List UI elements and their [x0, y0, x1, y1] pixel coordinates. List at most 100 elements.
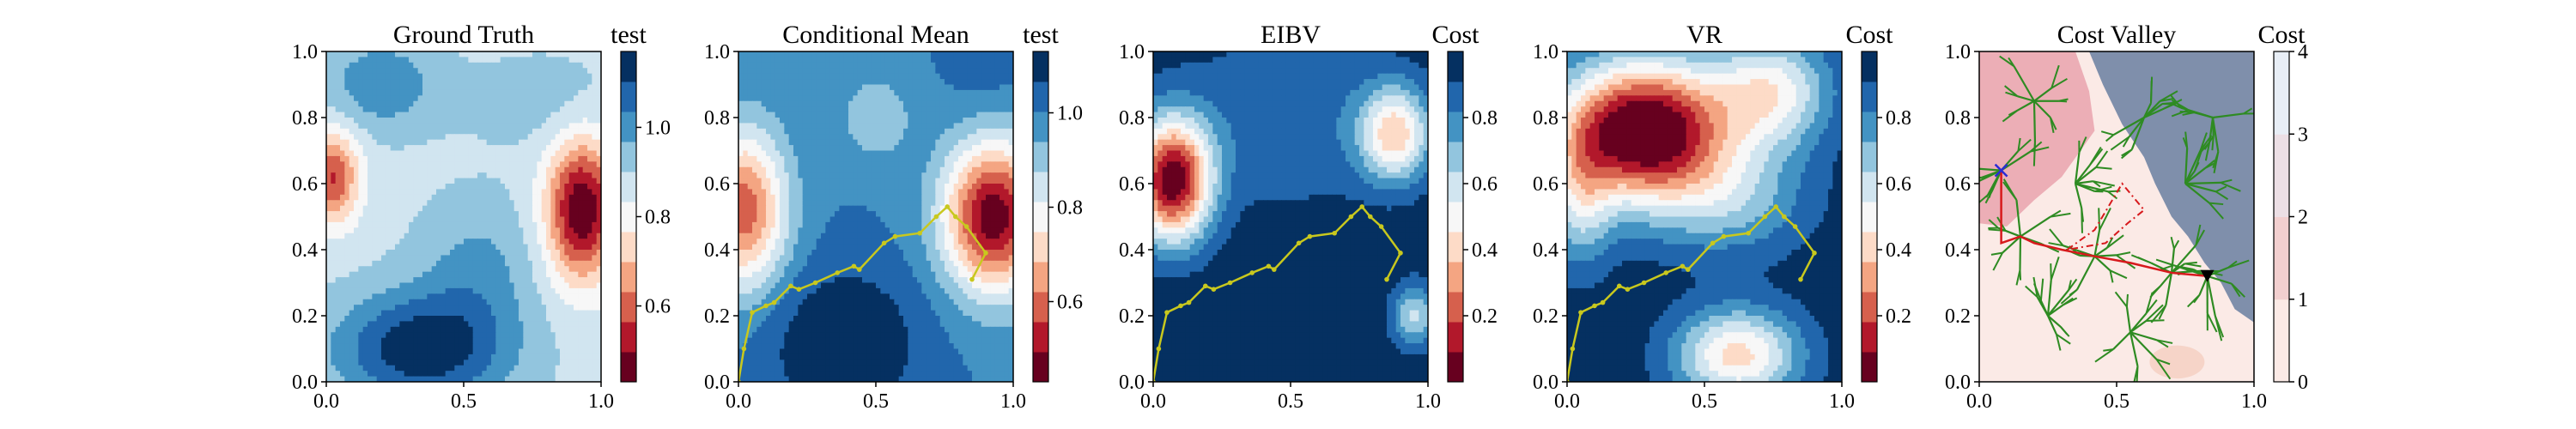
x-tick-label: 0.5: [451, 390, 477, 413]
colorbar-segment: [1033, 172, 1048, 202]
path-point: [1570, 346, 1576, 352]
colorbar-segment: [2274, 51, 2289, 135]
path-point: [1710, 240, 1716, 246]
colorbar-segment: [621, 82, 636, 112]
colorbar-segment: [621, 292, 636, 323]
path-point: [933, 214, 939, 220]
path-point: [881, 240, 887, 246]
path-point: [1578, 310, 1583, 315]
path-point: [983, 251, 988, 256]
x-tick-label: 1.0: [588, 390, 614, 413]
path-point: [1378, 224, 1384, 229]
y-tick-label: 1.0: [704, 41, 730, 63]
colorbar-segment: [1862, 112, 1877, 142]
colorbar-tick-label: 0.6: [1472, 173, 1498, 196]
path-point: [763, 303, 769, 309]
colorbar-tick-label: 0.2: [1472, 305, 1498, 328]
y-tick-label: 1.0: [1533, 41, 1558, 63]
colorbar-segment: [621, 232, 636, 263]
y-tick-label: 0.2: [1945, 305, 1971, 328]
path-point: [1227, 280, 1233, 286]
colorbar-segment: [1448, 142, 1463, 172]
colorbar-tick-label: 0: [2298, 372, 2308, 394]
y-tick-label: 0.4: [1119, 239, 1145, 262]
colorbar-segment: [1862, 202, 1877, 233]
plot-area: [1979, 51, 2254, 382]
panel-2: Conditional Mean 0.0 0.5 1.0 0.0 0.2 0.4 0.6 0.8…: [704, 21, 1083, 413]
x-tick-label: 0.5: [2104, 390, 2129, 413]
path-point: [1249, 270, 1255, 275]
path-point: [1178, 303, 1183, 309]
panel-5: Cost Valley 0.0 0.5 1.0 0.0 0.2 0.4 0.6 0.8 1.0 0 1…: [1945, 21, 2308, 413]
x-tick-label: 1.0: [1415, 390, 1441, 413]
planned-route: [2000, 170, 2208, 278]
path-point: [1368, 214, 1373, 220]
path-point: [1266, 263, 1272, 269]
colorbar-segment: [1448, 322, 1463, 353]
colorbar-segment: [1448, 292, 1463, 323]
panel-title: VR: [1686, 21, 1722, 49]
path-point: [1641, 280, 1647, 286]
x-tick-label: 0.5: [1278, 390, 1303, 413]
high-cost-region: [1979, 51, 2095, 227]
y-tick-label: 0.2: [1533, 305, 1558, 328]
colorbar-segment: [621, 322, 636, 353]
y-tick-label: 0.4: [1945, 239, 1971, 262]
path-point: [892, 233, 898, 239]
y-tick-label: 0.2: [1119, 305, 1145, 328]
y-tick-label: 0.8: [292, 107, 318, 130]
path-point: [963, 224, 969, 229]
colorbar-segment: [2274, 299, 2289, 383]
colorbar-segment: [1448, 202, 1463, 233]
colorbar: 0.6 0.8 1.0 test: [1023, 21, 1083, 383]
path-point: [1782, 214, 1787, 220]
plot-area: [326, 51, 601, 382]
colorbar-tick-label: 0.6: [1057, 292, 1083, 314]
path-point: [788, 283, 793, 289]
x-tick-label: 0.0: [726, 390, 751, 413]
x-tick-label: 0.0: [1140, 390, 1166, 413]
colorbar-segment: [1033, 142, 1048, 172]
colorbar-segment: [1033, 51, 1048, 82]
colorbar-segment: [1862, 232, 1877, 263]
path-point: [1332, 230, 1337, 236]
colorbar-label: test: [1023, 21, 1059, 49]
colorbar-tick-label: 0.8: [1886, 107, 1911, 130]
colorbar-segment: [1862, 262, 1877, 293]
path-point: [1348, 214, 1354, 220]
y-tick-label: 0.6: [1533, 173, 1558, 196]
path-point: [1617, 283, 1622, 289]
colorbar-tick-label: 4: [2298, 41, 2308, 63]
path-point: [1798, 276, 1803, 282]
y-tick-label: 0.0: [1945, 372, 1971, 394]
colorbar-segment: [1448, 172, 1463, 202]
path-point: [771, 299, 777, 305]
path-point: [1721, 233, 1727, 239]
y-tick-label: 0.4: [1533, 239, 1558, 262]
x-tick-label: 0.0: [1554, 390, 1580, 413]
colorbar-segment: [1862, 292, 1877, 323]
path-point: [945, 204, 950, 209]
colorbar-segment: [1448, 262, 1463, 293]
path-point: [796, 287, 802, 293]
path-point: [1211, 287, 1217, 293]
colorbar-segment: [1862, 142, 1877, 172]
plot-area: [738, 51, 1013, 382]
colorbar-segment: [1033, 232, 1048, 263]
colorbar-tick-label: 0.8: [1472, 107, 1498, 130]
target-marker: [1994, 163, 2008, 178]
colorbar-tick-label: 0.6: [645, 296, 671, 318]
path-point: [1307, 233, 1313, 239]
path-point: [812, 280, 818, 286]
x-tick-label: 0.0: [1966, 390, 1992, 413]
x-tick-label: 0.5: [1692, 390, 1717, 413]
colorbar-tick-label: 3: [2298, 124, 2308, 146]
path-point: [1746, 230, 1751, 236]
y-tick-label: 0.0: [292, 372, 318, 394]
path-point: [1792, 224, 1798, 229]
y-tick-label: 1.0: [1119, 41, 1145, 63]
path-point: [1359, 204, 1364, 209]
colorbar-segment: [1862, 172, 1877, 202]
colorbar-segment: [2274, 134, 2289, 217]
